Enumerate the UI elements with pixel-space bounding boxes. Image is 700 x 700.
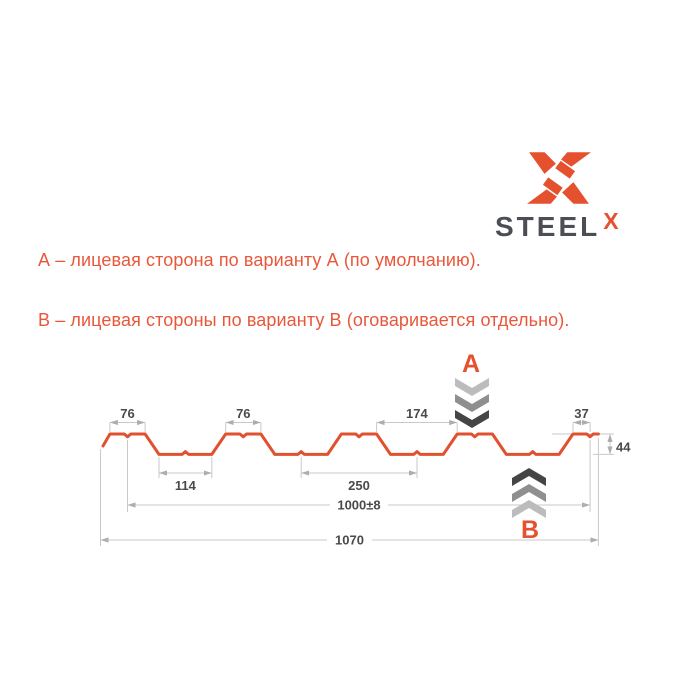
- chevron-a-down-1: [455, 378, 489, 396]
- dim-edge-crest: 37: [572, 406, 591, 432]
- x-arm-bottom-left: [527, 189, 557, 204]
- dim-top-flange-1-label: 76: [120, 406, 134, 421]
- dim-pitch-label: 250: [348, 478, 370, 493]
- dim-height-label: 44: [616, 440, 631, 455]
- dim-overall-width-label: 1070: [335, 533, 364, 548]
- chevron-a-down-2: [455, 394, 489, 412]
- chevron-b-up-1: [512, 468, 546, 486]
- dim-useful-width: 1000±8: [127, 440, 591, 513]
- x-arm-top-right: [561, 152, 591, 167]
- dim-top-flange-1: 76: [109, 406, 146, 432]
- dim-crest-gap: 174: [376, 406, 458, 432]
- dim-useful-width-label: 1000±8: [337, 498, 380, 513]
- note-variant-b: В – лицевая стороны по варианту В (огова…: [38, 310, 570, 330]
- chevron-a-down-3: [455, 410, 489, 428]
- dim-top-flange-2: 76: [225, 406, 262, 432]
- x-arm-top-left: [529, 152, 556, 174]
- dim-valley: 114: [158, 457, 213, 493]
- chevron-b-up-3: [512, 500, 546, 518]
- x-center-s-lower: [542, 177, 563, 196]
- logo-brand-text: STEEL: [495, 211, 601, 242]
- dim-edge-crest-label: 37: [574, 406, 588, 421]
- marker-a: A: [455, 350, 489, 428]
- x-center-s-upper: [555, 160, 576, 179]
- dim-pitch: 250: [300, 457, 418, 493]
- x-arm-bottom-right: [562, 182, 589, 204]
- note-variant-a: А – лицевая сторона по варианту А (по ум…: [38, 250, 481, 270]
- marker-b: B: [512, 468, 546, 544]
- chevron-b-up-2: [512, 484, 546, 502]
- marker-a-letter: A: [462, 350, 480, 378]
- profile-drawing: 76 76 174 37 114: [100, 350, 631, 548]
- steelx-x-icon: [527, 152, 591, 204]
- dim-valley-label: 114: [175, 478, 197, 493]
- logo-wordmark: STEEL X: [495, 208, 619, 243]
- dim-overall-width: 1070: [100, 438, 599, 548]
- profile-outline: [101, 432, 600, 456]
- logo-brand-suffix: X: [603, 208, 619, 234]
- marker-b-letter: B: [521, 516, 539, 544]
- dim-crest-gap-label: 174: [406, 406, 428, 421]
- dim-top-flange-2-label: 76: [236, 406, 250, 421]
